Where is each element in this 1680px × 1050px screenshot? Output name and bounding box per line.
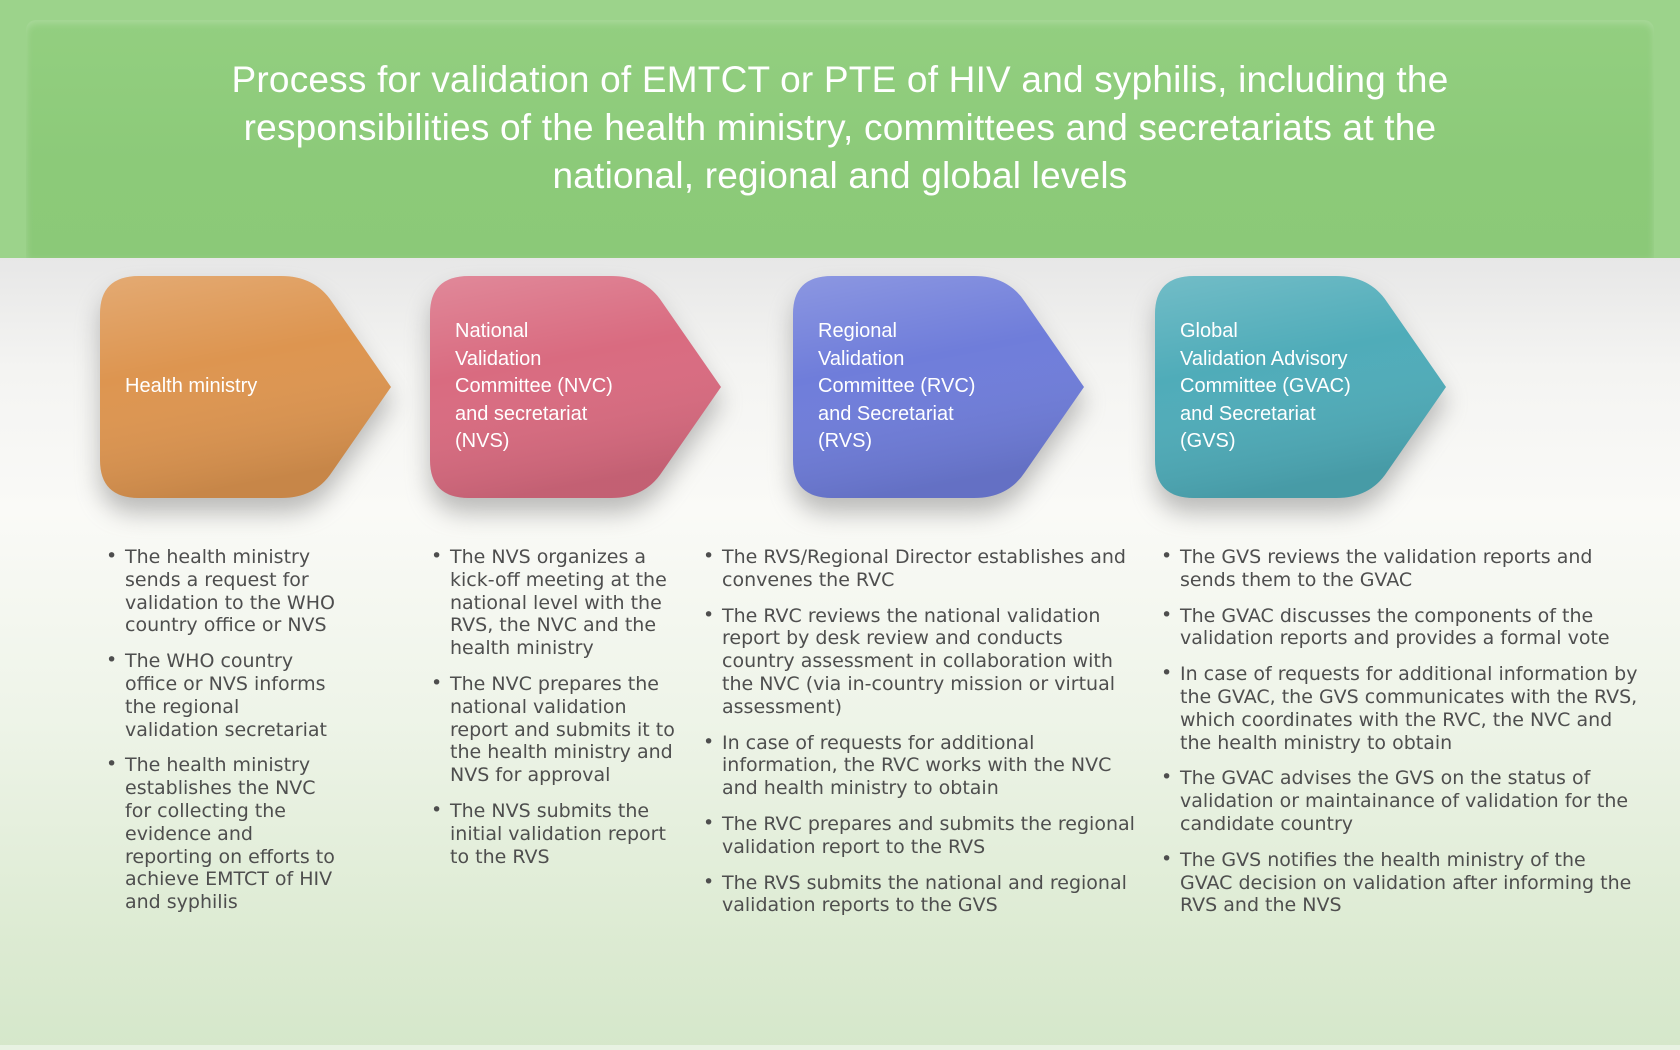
bullet-column-rvc-rvs: The RVS/Regional Director establishes an…	[700, 545, 1138, 930]
bullet-column-nvc-nvs: The NVS organizes a kick-off meeting at …	[428, 545, 676, 881]
arrow-label: Regional Validation Committee (RVC) and …	[818, 320, 976, 453]
header-banner: Process for validation of EMTCT or PTE o…	[0, 0, 1680, 258]
bullet-item: The RVC prepares and submits the regiona…	[700, 812, 1138, 859]
bullet-item: The GVS reviews the validation reports a…	[1158, 545, 1640, 592]
bullet-item: The health ministry establishes the NVC …	[103, 753, 335, 914]
bullet-list: The health ministry sends a request for …	[103, 545, 335, 914]
bullet-item: In case of requests for additional infor…	[700, 731, 1138, 800]
bullet-item: The RVS submits the national and regiona…	[700, 871, 1138, 918]
bullet-list: The NVS organizes a kick-off meeting at …	[428, 545, 676, 868]
bullet-item: The WHO country office or NVS informs th…	[103, 649, 335, 741]
bullet-list: The RVS/Regional Director establishes an…	[700, 545, 1138, 918]
diagram-body: Health ministry National Validation Comm…	[0, 258, 1680, 1050]
bullet-item: The GVAC discusses the components of the…	[1158, 604, 1640, 651]
arrow-shape-icon	[430, 276, 721, 498]
arrow-nvc-nvs: National Validation Committee (NVC) and …	[425, 272, 725, 502]
bullet-item: The NVS organizes a kick-off meeting at …	[428, 545, 676, 660]
arrow-label: National Validation Committee (NVC) and …	[455, 320, 613, 453]
bullet-item: In case of requests for additional infor…	[1158, 662, 1640, 754]
bullet-item: The GVAC advises the GVS on the status o…	[1158, 766, 1640, 835]
bullet-item: The NVC prepares the national validation…	[428, 672, 676, 787]
bullet-column-health-ministry: The health ministry sends a request for …	[103, 545, 335, 927]
bullet-list: The GVS reviews the validation reports a…	[1158, 545, 1640, 917]
arrow-gvac-gvs: Global Validation Advisory Committee (GV…	[1150, 272, 1450, 502]
bullet-column-gvac-gvs: The GVS reviews the validation reports a…	[1158, 545, 1640, 930]
bullet-item: The health ministry sends a request for …	[103, 545, 335, 637]
bullet-item: The GVS notifies the health ministry of …	[1158, 848, 1640, 917]
header-banner-inner: Process for validation of EMTCT or PTE o…	[26, 20, 1654, 258]
arrow-rvc-rvs: Regional Validation Committee (RVC) and …	[788, 272, 1088, 502]
arrow-health-ministry: Health ministry	[95, 272, 395, 502]
bullet-item: The NVS submits the initial validation r…	[428, 799, 676, 868]
bullet-item: The RVS/Regional Director establishes an…	[700, 545, 1138, 592]
arrow-label: Global Validation Advisory Committee (GV…	[1180, 320, 1351, 453]
arrow-label: Health ministry	[125, 375, 258, 398]
arrow-shape-icon	[793, 276, 1084, 498]
arrow-shape-icon	[1155, 276, 1446, 498]
arrow-shape-icon	[100, 276, 391, 498]
page-title: Process for validation of EMTCT or PTE o…	[231, 59, 1449, 197]
bullet-item: The RVC reviews the national validation …	[700, 604, 1138, 719]
